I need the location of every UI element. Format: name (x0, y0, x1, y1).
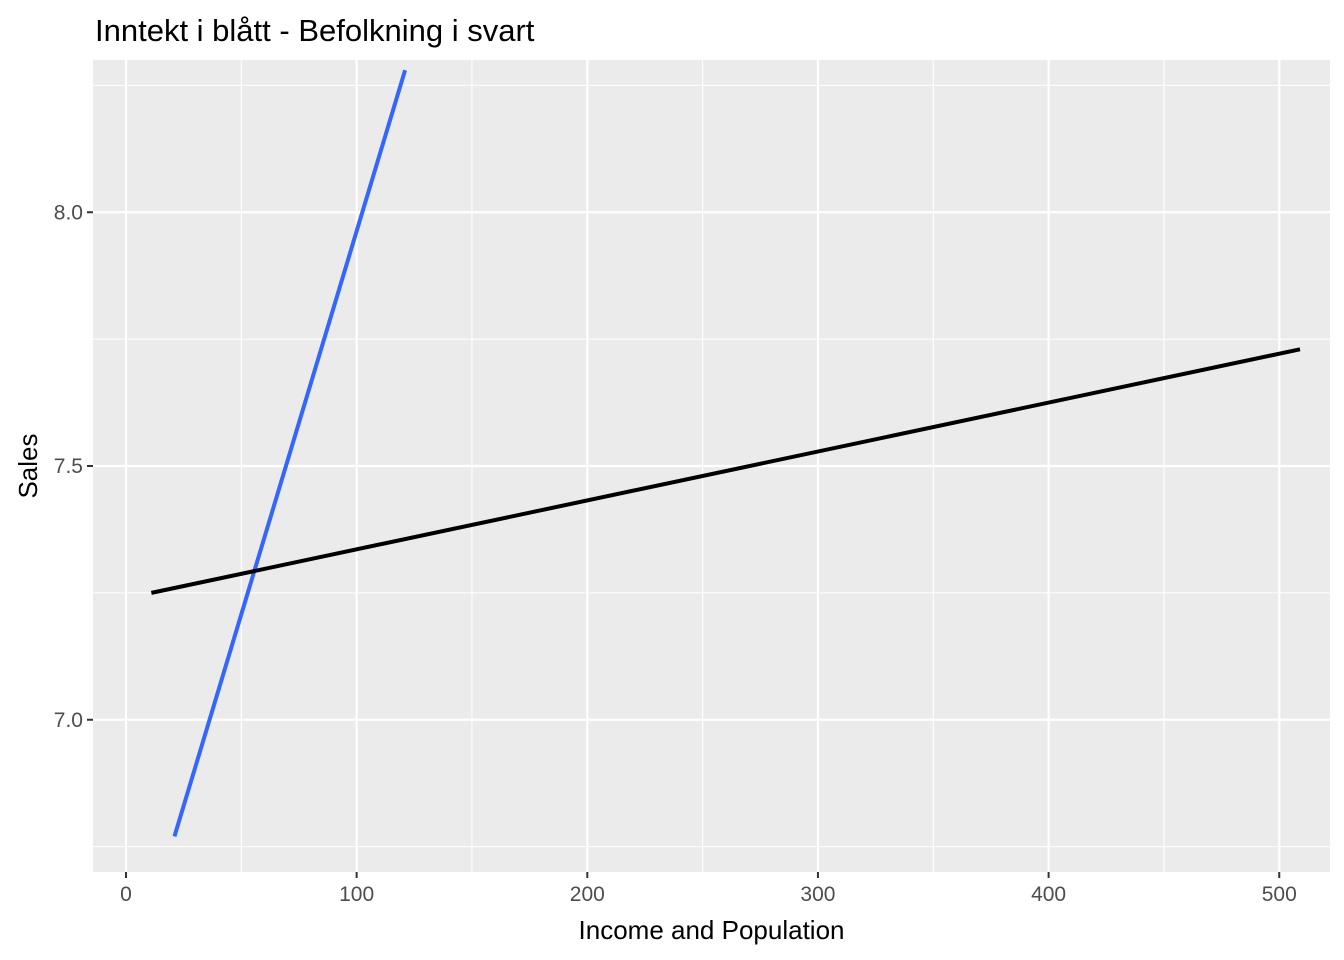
series-lines (150, 69, 1301, 838)
x-tick-label: 0 (120, 883, 132, 906)
y-tick-label: 7.0 (54, 709, 83, 732)
x-tick-label: 100 (339, 883, 374, 906)
series-line-1 (172, 69, 407, 838)
chart-title: Inntekt i blått - Befolkning i svart (95, 13, 535, 48)
x-axis-title: Income and Population (579, 915, 845, 945)
y-tick-label: 7.5 (54, 455, 83, 478)
y-axis-title: Sales (13, 433, 43, 498)
x-tick-label: 500 (1262, 883, 1297, 906)
x-tick-label: 400 (1031, 883, 1066, 906)
grid (93, 60, 1330, 872)
y-axis: 7.0 7.5 8.0 (54, 201, 93, 732)
x-axis: 0 100 200 300 400 500 (120, 872, 1297, 906)
x-tick-label: 200 (570, 883, 605, 906)
series-line-2 (150, 347, 1301, 595)
y-tick-label: 8.0 (54, 201, 83, 224)
x-tick-label: 300 (800, 883, 835, 906)
